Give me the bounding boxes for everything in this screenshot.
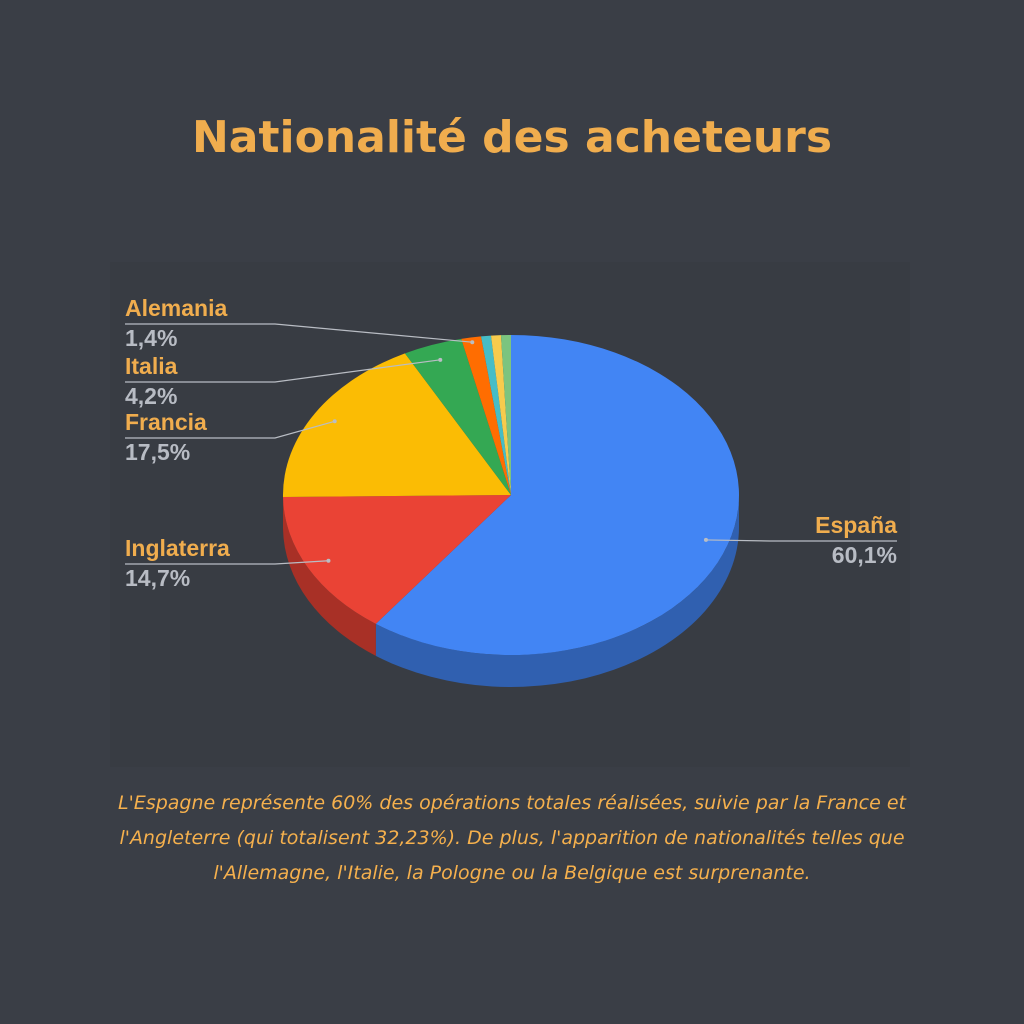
value-label: 17,5%	[125, 439, 190, 465]
slice-label: Inglaterra	[125, 535, 230, 561]
slice	[490, 335, 511, 495]
slice	[481, 335, 511, 495]
slice	[283, 353, 511, 498]
leader-dot	[326, 558, 331, 563]
slice-side	[283, 497, 376, 656]
value-label: 60,1%	[832, 542, 897, 568]
value-label: 14,7%	[125, 565, 190, 591]
slice	[375, 335, 740, 655]
slice-label: Italia	[125, 353, 178, 379]
slice-label: España	[815, 512, 897, 538]
leader-dot	[703, 537, 708, 542]
leader-dot	[470, 340, 475, 345]
caption: L'Espagne représente 60% des opérations …	[118, 792, 906, 884]
chart-title: Nationalité des acheteurs	[192, 112, 832, 163]
leader-line	[125, 359, 441, 383]
slice	[500, 335, 511, 495]
slice-label: Francia	[125, 409, 207, 435]
leader-line	[705, 539, 897, 542]
slice-label: Alemania	[125, 295, 227, 321]
leader-dot	[332, 419, 337, 424]
leader-line	[125, 420, 335, 439]
slice-side	[375, 495, 739, 687]
slice	[404, 338, 511, 495]
leader-line	[125, 560, 329, 565]
slice	[461, 336, 511, 495]
value-label: 4,2%	[125, 383, 177, 409]
value-label: 1,4%	[125, 325, 177, 351]
leader-dot	[438, 357, 443, 362]
slice	[283, 495, 511, 624]
leader-line	[125, 323, 473, 343]
